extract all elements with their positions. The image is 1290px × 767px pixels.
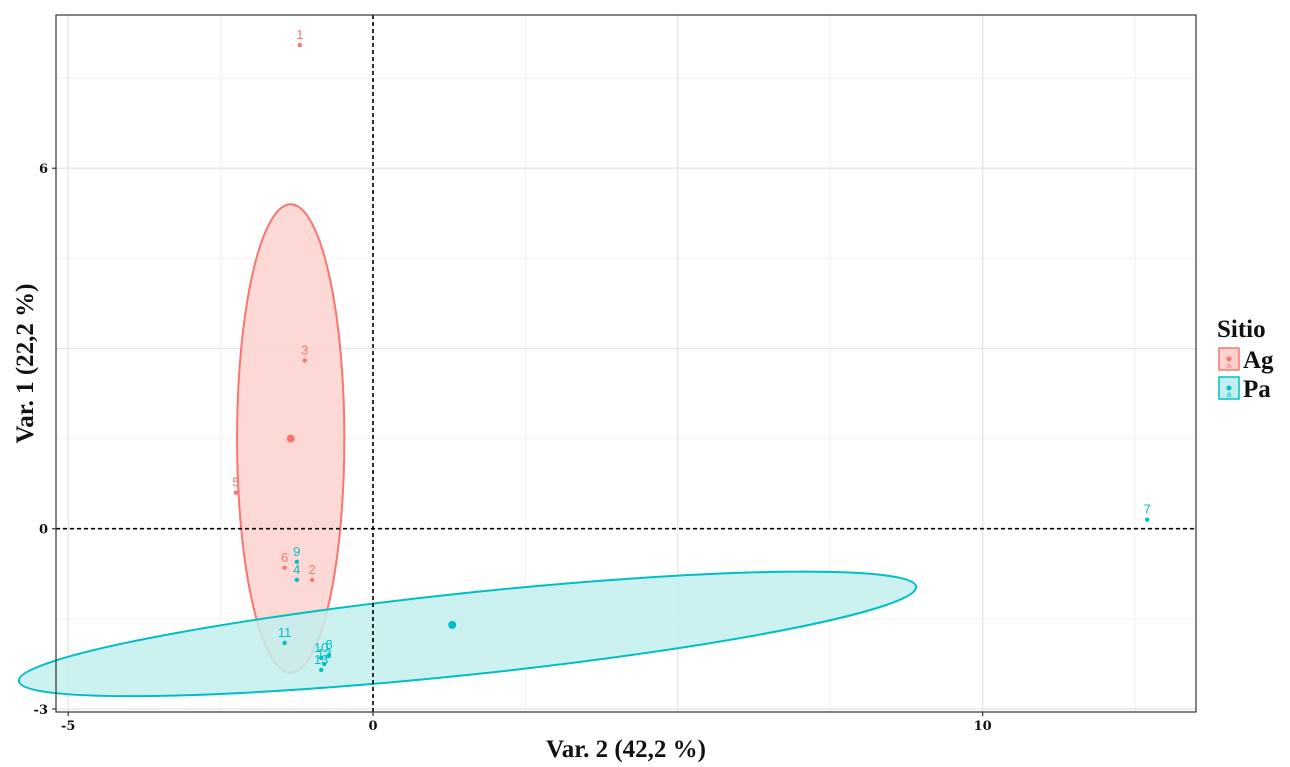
- x-tick-label: 10: [974, 719, 992, 734]
- legend-label-ag: Ag: [1243, 347, 1274, 374]
- y-tick-label: 6: [39, 162, 48, 177]
- y-tick-label: -3: [34, 703, 48, 718]
- x-tick-label: -5: [61, 719, 75, 734]
- point-ag: [233, 490, 239, 495]
- point-ag: [282, 565, 287, 570]
- point-ag: [309, 577, 315, 583]
- point-pa: [318, 667, 324, 673]
- point-label: 13: [314, 652, 328, 667]
- y-axis-title: Var. 1 (22,2 %): [12, 284, 39, 444]
- point-pa: [294, 559, 300, 564]
- point-label: 12: [317, 646, 331, 661]
- point-ag: [297, 42, 303, 48]
- centroid-ag: [286, 434, 295, 443]
- legend-key-dot: [1226, 385, 1232, 391]
- reference-lines: [56, 15, 1196, 712]
- y-tick-label: 0: [39, 523, 48, 538]
- legend-key-glyph: a: [1227, 361, 1232, 370]
- point-label: 5: [232, 475, 239, 490]
- point-label: 7: [1144, 502, 1151, 517]
- point-label: 1: [296, 27, 303, 42]
- point-label: 6: [281, 550, 288, 565]
- point-ag: [302, 358, 307, 363]
- point-pa: [318, 655, 324, 661]
- point-pa: [326, 652, 332, 658]
- panel-border: [55, 14, 1197, 713]
- point-label: 11: [278, 625, 292, 640]
- point-pa: [282, 640, 287, 646]
- point-label: 9: [293, 544, 300, 559]
- legend-title: Sitio: [1217, 316, 1266, 343]
- point-pa: [294, 577, 300, 583]
- centroid-pa: [448, 620, 457, 629]
- legend-key-dot: [1226, 356, 1232, 362]
- legend-label-pa: Pa: [1243, 376, 1271, 403]
- ellipse-pa: [17, 570, 918, 698]
- x-tick-label: 0: [368, 719, 377, 734]
- legend-key-glyph: a: [1227, 390, 1232, 399]
- point-pa: [322, 661, 327, 667]
- x-axis-ticks: -5 0 10: [61, 712, 992, 734]
- point-label: 3: [301, 342, 308, 357]
- x-axis-title: Var. 2 (42,2 %): [546, 736, 706, 763]
- point-label: 4: [293, 562, 300, 577]
- point-label: 2: [308, 562, 315, 577]
- point-label: 10: [314, 640, 328, 655]
- y-axis-ticks: -3 0 6: [34, 162, 56, 718]
- confidence-ellipses: [17, 203, 918, 698]
- point-label: 8: [325, 637, 332, 652]
- legend: Sitio a Ag a Pa: [1217, 316, 1274, 403]
- point-pa: [1145, 517, 1150, 522]
